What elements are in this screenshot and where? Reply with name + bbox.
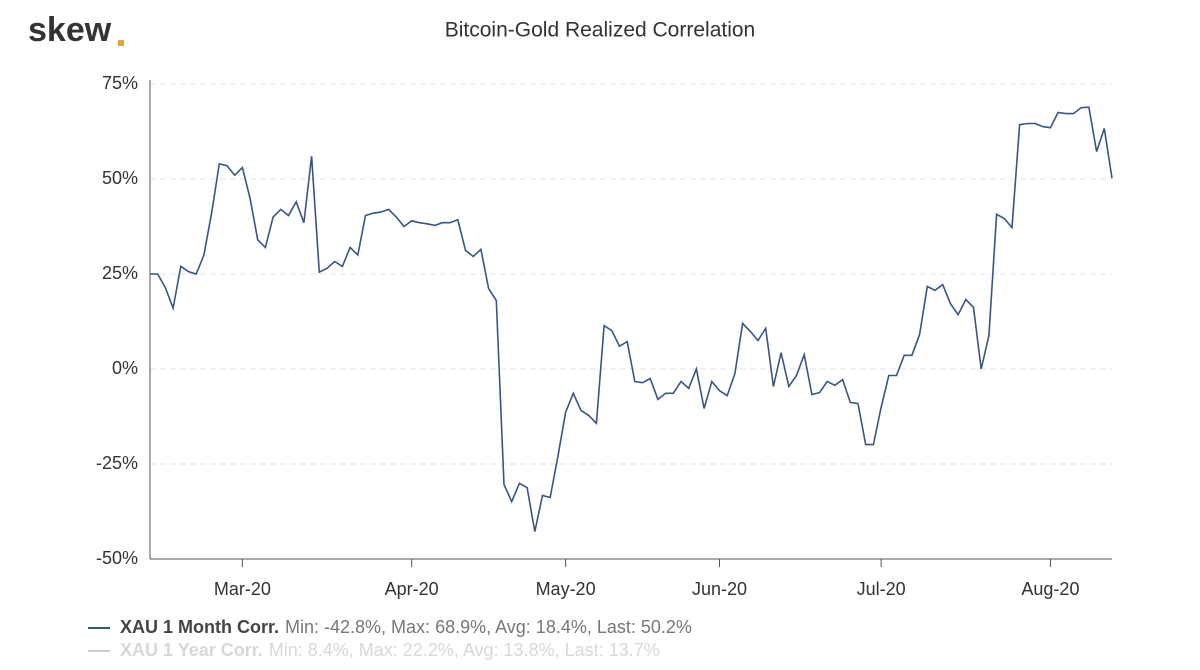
y-tick-label: -25% [96,453,138,473]
brand-logo: skew [28,11,112,49]
y-tick-label: 75% [102,73,138,93]
legend-entry: XAU 1 Month Corr. Min: -42.8%, Max: 68.9%… [120,617,692,637]
legend-name: XAU 1 Month Corr. [120,617,279,637]
y-tick-label: 25% [102,263,138,283]
legend-summary: Min: -42.8%, Max: 68.9%, Avg: 18.4%, Las… [285,617,692,637]
legend-name: XAU 1 Year Corr. [120,640,263,660]
legend-summary: Min: 8.4%, Max: 22.2%, Avg: 13.8%, Last:… [269,640,660,660]
series-line [150,106,1113,532]
x-tick-label: Jun-20 [692,579,747,599]
legend-entry: XAU 1 Year Corr. Min: 8.4%, Max: 22.2%, A… [120,640,660,660]
y-tick-label: 0% [112,358,138,378]
x-tick-label: Aug-20 [1021,579,1079,599]
brand-dot [118,40,124,46]
x-tick-label: Apr-20 [385,579,439,599]
x-tick-label: Mar-20 [214,579,271,599]
y-tick-label: 50% [102,168,138,188]
x-tick-label: May-20 [536,579,596,599]
x-tick-label: Jul-20 [857,579,906,599]
y-tick-label: -50% [96,548,138,568]
chart-title: Bitcoin-Gold Realized Correlation [445,19,755,42]
